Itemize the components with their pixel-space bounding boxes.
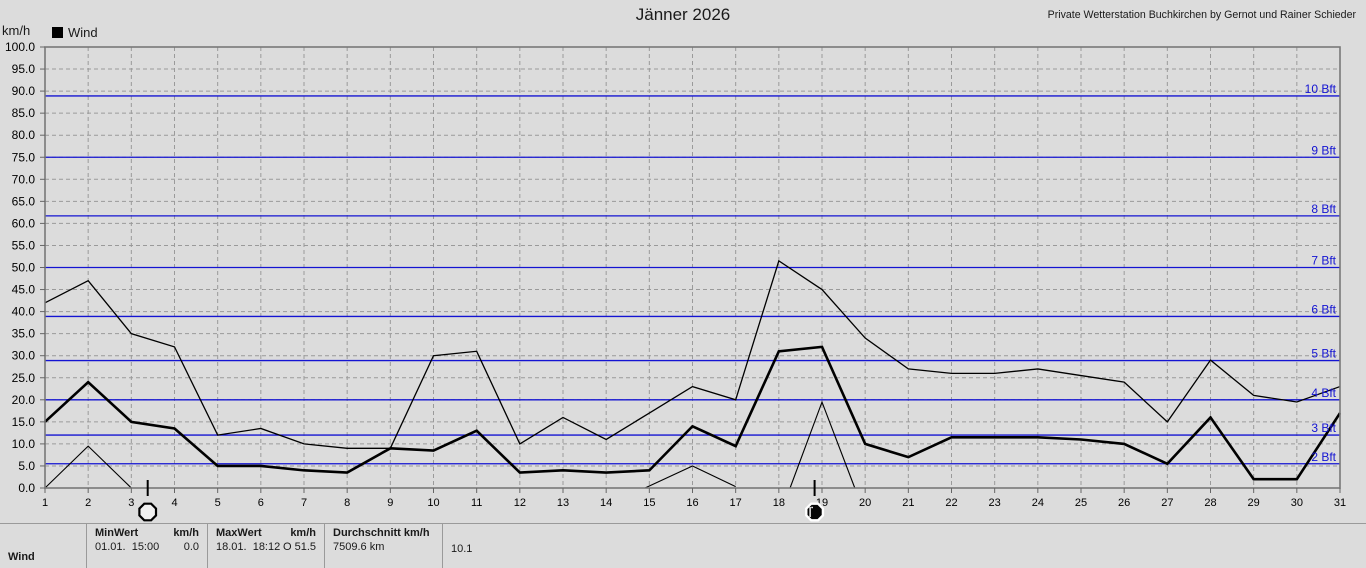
svg-text:2 Bft: 2 Bft <box>1311 450 1336 464</box>
svg-text:16: 16 <box>686 497 698 509</box>
svg-text:24: 24 <box>1032 497 1044 509</box>
svg-text:14: 14 <box>600 497 612 509</box>
svg-text:11: 11 <box>471 497 482 509</box>
svg-text:12: 12 <box>514 497 526 509</box>
svg-text:7 Bft: 7 Bft <box>1311 254 1336 268</box>
svg-text:17: 17 <box>730 497 742 509</box>
svg-text:100.0: 100.0 <box>5 40 35 54</box>
svg-text:4 Bft: 4 Bft <box>1311 386 1336 400</box>
svg-text:29: 29 <box>1248 497 1260 509</box>
svg-text:70.0: 70.0 <box>12 172 36 186</box>
svg-text:0.0: 0.0 <box>18 481 35 495</box>
svg-text:10.0: 10.0 <box>12 437 36 451</box>
svg-text:9: 9 <box>387 497 393 509</box>
svg-text:25: 25 <box>1075 497 1087 509</box>
svg-text:6: 6 <box>258 497 264 509</box>
svg-text:31: 31 <box>1334 497 1346 509</box>
svg-text:28: 28 <box>1204 497 1216 509</box>
svg-text:40.0: 40.0 <box>12 305 36 319</box>
svg-text:15: 15 <box>643 497 655 509</box>
svg-text:22: 22 <box>945 497 957 509</box>
svg-text:4: 4 <box>171 497 177 509</box>
svg-text:30: 30 <box>1291 497 1303 509</box>
svg-text:26: 26 <box>1118 497 1130 509</box>
svg-text:2: 2 <box>85 497 91 509</box>
svg-text:10: 10 <box>427 497 439 509</box>
svg-text:7: 7 <box>301 497 307 509</box>
svg-text:8 Bft: 8 Bft <box>1311 202 1336 216</box>
svg-text:35.0: 35.0 <box>12 327 36 341</box>
svg-text:27: 27 <box>1161 497 1173 509</box>
svg-text:55.0: 55.0 <box>12 238 36 252</box>
svg-text:1: 1 <box>42 497 48 509</box>
svg-text:95.0: 95.0 <box>12 62 36 76</box>
svg-text:10 Bft: 10 Bft <box>1305 82 1337 96</box>
svg-text:30.0: 30.0 <box>12 349 36 363</box>
svg-text:80.0: 80.0 <box>12 128 36 142</box>
svg-text:60.0: 60.0 <box>12 216 36 230</box>
svg-text:20.0: 20.0 <box>12 393 36 407</box>
svg-text:18: 18 <box>773 497 785 509</box>
svg-text:65.0: 65.0 <box>12 194 36 208</box>
svg-text:85.0: 85.0 <box>12 106 36 120</box>
svg-text:21: 21 <box>902 497 914 509</box>
svg-text:45.0: 45.0 <box>12 283 36 297</box>
svg-text:20: 20 <box>859 497 871 509</box>
svg-text:3: 3 <box>128 497 134 509</box>
svg-text:6 Bft: 6 Bft <box>1311 302 1336 316</box>
svg-text:5: 5 <box>215 497 221 509</box>
svg-text:25.0: 25.0 <box>12 371 36 385</box>
svg-text:3 Bft: 3 Bft <box>1311 421 1336 435</box>
svg-text:5.0: 5.0 <box>18 459 35 473</box>
svg-text:15.0: 15.0 <box>12 415 36 429</box>
svg-text:8: 8 <box>344 497 350 509</box>
svg-text:9 Bft: 9 Bft <box>1311 143 1336 157</box>
svg-text:23: 23 <box>989 497 1001 509</box>
svg-text:90.0: 90.0 <box>12 84 36 98</box>
svg-text:5 Bft: 5 Bft <box>1311 347 1336 361</box>
svg-text:75.0: 75.0 <box>12 150 36 164</box>
svg-text:50.0: 50.0 <box>12 261 36 275</box>
svg-text:13: 13 <box>557 497 569 509</box>
